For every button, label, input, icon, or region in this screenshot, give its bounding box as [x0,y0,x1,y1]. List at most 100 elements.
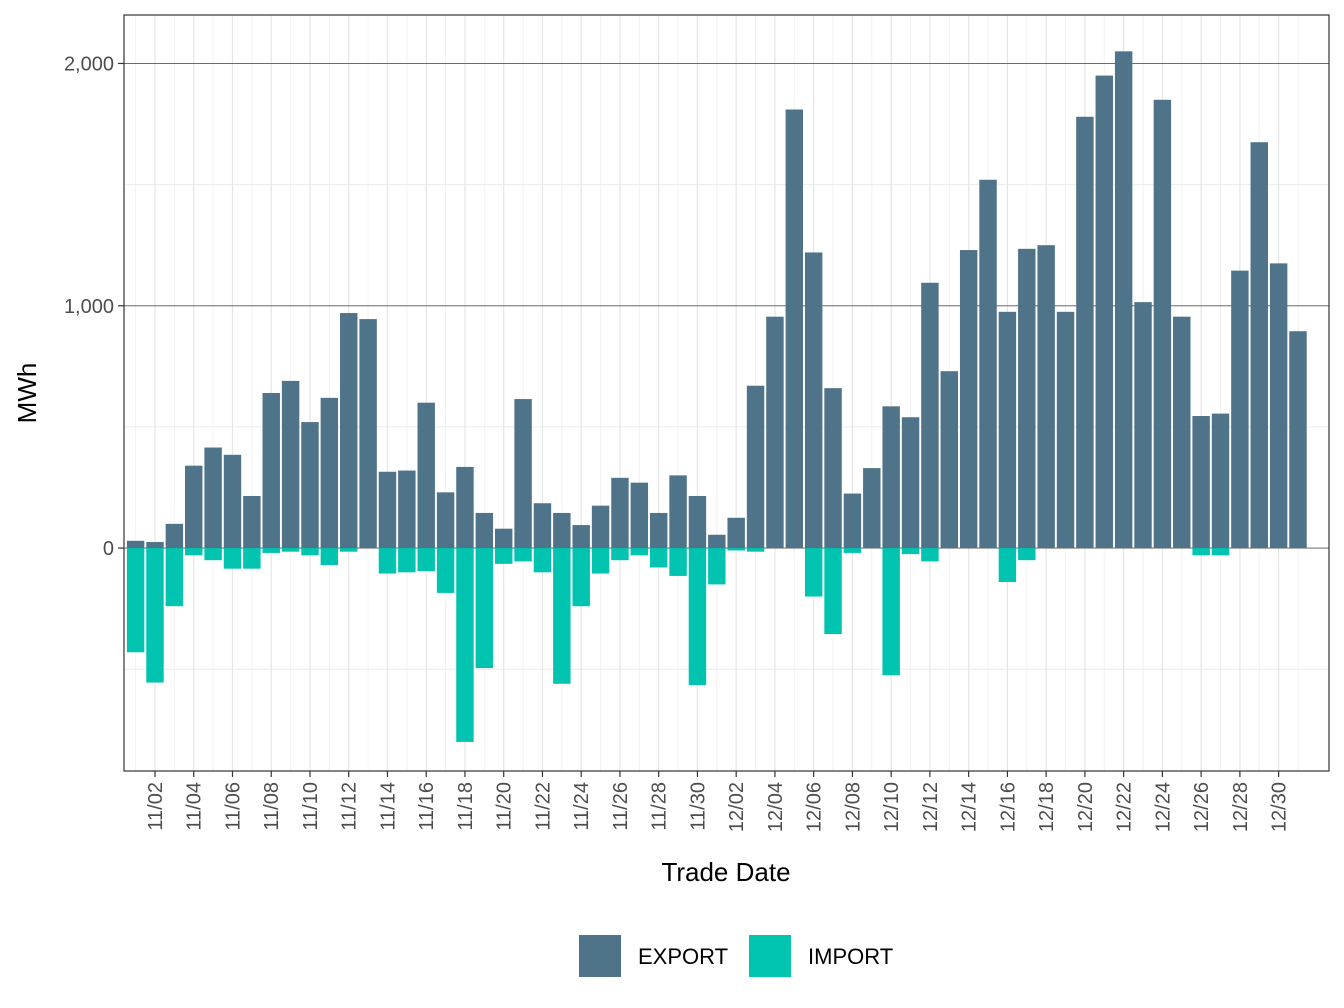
bar-export [940,371,959,549]
bar-export [669,475,687,549]
bar-export [398,470,416,549]
bar-import [746,548,765,552]
bar-export [746,385,765,549]
bar-export [1250,142,1268,549]
bar-import [494,548,513,564]
x-tick-label: 12/26 [1191,782,1213,832]
x-tick-label: 11/10 [300,782,322,831]
bar-export [591,505,610,549]
bar-export [475,512,494,549]
bar-import [553,548,571,684]
y-axis-title: MWh [12,363,42,424]
bar-export [146,542,164,549]
legend-key-export [579,935,621,977]
bar-import [824,548,842,635]
bar-export [1231,270,1249,549]
x-tick-label: 12/24 [1152,782,1174,832]
bar-import [204,548,222,561]
x-tick-label: 11/22 [532,782,554,831]
bar-export [1192,416,1210,549]
bar-export [959,250,978,549]
bar-import [843,548,862,553]
x-tick-label: 12/18 [1036,782,1058,832]
bar-export [1114,51,1133,549]
legend-key-import [749,935,791,977]
bar-import [649,548,668,568]
bar-import [921,548,939,562]
bar-export [1289,331,1307,549]
bar-import [398,548,416,573]
bar-export [611,477,629,549]
bar-export [998,311,1017,549]
x-axis-title: Trade Date [661,857,790,887]
bar-export [436,492,455,549]
bar-import [611,548,629,561]
x-tick-label: 12/14 [959,782,981,832]
x-tick-label: 11/08 [261,782,283,831]
x-tick-label: 11/30 [687,782,709,831]
bar-import [533,548,552,573]
x-tick-label: 12/28 [1230,782,1252,832]
bar-export [514,399,532,549]
bar-import [185,548,203,556]
bar-export [1173,316,1191,549]
y-axis: 0 1,000 2,000 [64,53,124,560]
bar-export [281,380,300,549]
bar-export [921,282,939,549]
bar-export [979,179,997,549]
bar-export [882,406,900,549]
bar-import [1192,548,1210,556]
bar-import [340,548,358,552]
bar-export [785,109,804,549]
x-tick-label: 11/26 [610,782,632,831]
x-tick-label: 11/02 [145,782,167,831]
bar-export [243,495,261,549]
legend-label-export: EXPORT [638,944,728,969]
bar-export [863,468,881,549]
bar-export [1134,302,1152,549]
bar-import [998,548,1017,582]
x-tick-label: 12/04 [765,782,787,832]
x-tick-label: 12/06 [804,782,826,832]
bar-import [630,548,649,556]
bar-import [475,548,494,669]
bar-export [126,540,145,549]
bar-import [1211,548,1230,556]
bar-export [185,465,203,549]
bar-export [1269,263,1288,549]
x-tick-label: 12/08 [842,782,864,832]
bar-import [669,548,687,576]
x-tick-label: 11/20 [494,782,516,831]
x-tick-label: 11/18 [455,782,477,831]
bar-import [436,548,455,593]
bar-import [591,548,610,574]
plot-panel-border [123,14,1330,772]
x-tick-label: 11/12 [339,782,361,831]
bar-export [1076,116,1094,549]
bar-import [223,548,242,569]
bar-export [843,493,862,549]
x-tick-label: 11/16 [416,782,438,831]
bar-import [320,548,339,566]
bar-export [165,523,184,549]
bar-export [1095,75,1113,549]
bar-import [804,548,823,597]
x-tick-label: 12/16 [997,782,1019,832]
bar-export [630,482,649,549]
bar-export [553,512,571,549]
bar-import [456,548,474,742]
bar-export [572,525,590,549]
bar-import [417,548,435,572]
bar-export [901,417,920,549]
x-tick-label: 12/02 [726,782,748,832]
x-tick-label: 12/10 [881,782,903,832]
bar-series [126,51,1307,742]
bar-export [1056,311,1075,549]
bar-export [262,393,280,549]
bar-export [204,447,222,549]
bar-import [146,548,164,683]
y-tick-label: 0 [103,538,114,560]
bar-export [417,402,435,549]
bar-export [456,466,474,549]
